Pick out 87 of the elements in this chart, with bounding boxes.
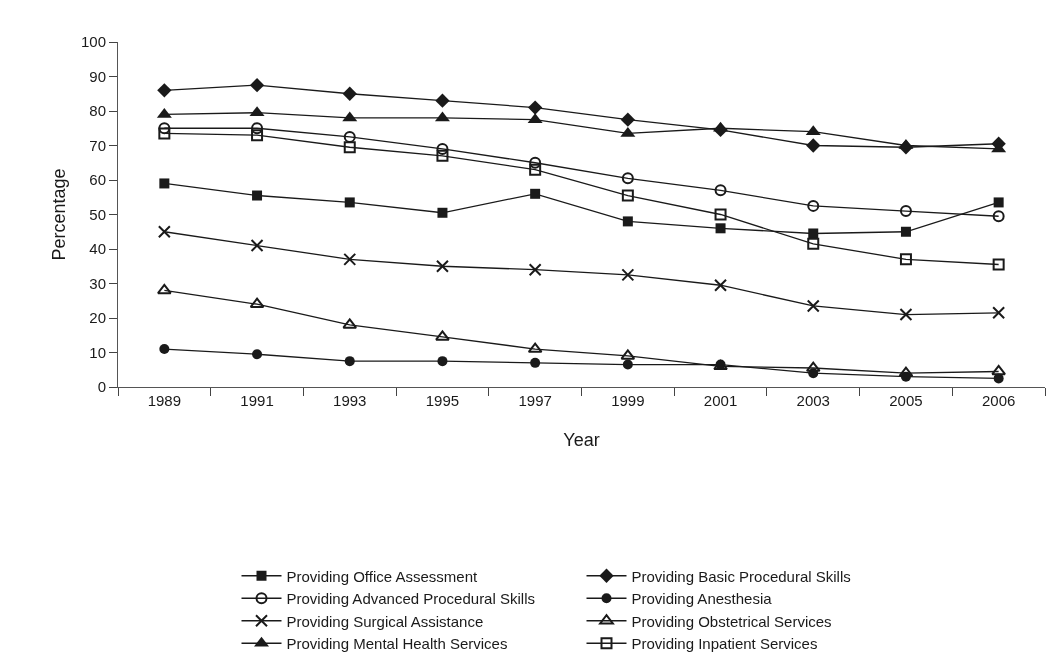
point (714, 208, 727, 221)
point (992, 210, 1005, 223)
legend-label: Providing Obstetrical Services (631, 612, 832, 630)
point (436, 142, 449, 155)
y-tick-label: 10 (89, 343, 106, 361)
y-axis-title: Percentage (49, 168, 70, 261)
point (528, 263, 542, 277)
point (437, 356, 448, 367)
point (250, 239, 264, 253)
point (528, 100, 543, 115)
point (158, 122, 171, 135)
point (715, 223, 726, 234)
point (437, 207, 448, 218)
point (157, 283, 172, 295)
point (621, 172, 634, 185)
point (622, 216, 633, 227)
point (344, 356, 355, 367)
legend-label: Providing Office Assessment (286, 567, 478, 585)
point (621, 189, 634, 202)
y-tick-label: 80 (89, 102, 106, 120)
point (992, 306, 1006, 320)
point (436, 149, 449, 162)
point (530, 188, 541, 199)
legend-label: Providing Inpatient Services (631, 635, 818, 653)
legend-label: Providing Advanced Procedural Skills (286, 590, 535, 608)
y-tick-label: 20 (89, 309, 106, 327)
point (714, 184, 727, 197)
x-tick-label: 1989 (147, 392, 182, 409)
point (900, 226, 911, 237)
point (899, 205, 912, 218)
point (808, 228, 819, 239)
point (252, 190, 263, 201)
point (899, 308, 913, 322)
point (249, 77, 265, 93)
legend-label: Providing Surgical Assistance (286, 612, 484, 630)
legend-label: Providing Basic Procedural Skills (631, 567, 851, 585)
point (435, 93, 450, 108)
point (529, 163, 542, 176)
x-tick-label: 1997 (518, 392, 552, 409)
point (529, 156, 542, 169)
point (807, 199, 820, 212)
x-tick-label: 1991 (240, 392, 274, 409)
x-axis-title: Year (563, 430, 600, 451)
y-tick-label: 30 (89, 274, 106, 292)
point (806, 138, 821, 153)
point (899, 253, 912, 266)
y-tick-label: 40 (89, 240, 106, 258)
legend-label: Providing Mental Health Services (286, 635, 508, 653)
y-tick-label: 90 (89, 67, 106, 85)
point (807, 237, 820, 250)
point (993, 197, 1004, 208)
legend-label: Providing Anesthesia (631, 590, 773, 608)
point (435, 330, 450, 341)
point (435, 259, 449, 273)
y-tick-label: 50 (89, 205, 106, 223)
point (157, 225, 171, 239)
x-tick-label: 2006 (981, 392, 1016, 409)
point (343, 130, 356, 143)
x-tick-label: 2003 (796, 392, 830, 409)
point (251, 122, 264, 135)
point (251, 129, 264, 142)
point (620, 112, 635, 127)
point (806, 299, 820, 313)
point (714, 278, 728, 292)
point (159, 178, 170, 189)
point (621, 268, 635, 282)
point (158, 127, 171, 140)
point (343, 141, 356, 154)
y-tick-label: 70 (89, 136, 106, 154)
y-tick-label: 60 (89, 171, 106, 189)
point (159, 344, 170, 355)
x-tick-label: 1993 (333, 392, 367, 409)
x-tick-label: 1999 (611, 392, 645, 409)
x-tick-label: 2001 (703, 392, 738, 409)
point (344, 197, 355, 208)
point (157, 83, 172, 98)
x-tick-label: 1995 (425, 392, 460, 409)
point (530, 357, 541, 368)
point (991, 364, 1006, 376)
y-tick-label: 100 (80, 33, 106, 51)
point (992, 258, 1005, 271)
point (342, 86, 357, 101)
point (252, 349, 263, 360)
y-tick-label: 0 (97, 378, 106, 396)
point (343, 252, 357, 266)
point (622, 359, 633, 370)
x-tick-label: 2005 (889, 392, 923, 409)
